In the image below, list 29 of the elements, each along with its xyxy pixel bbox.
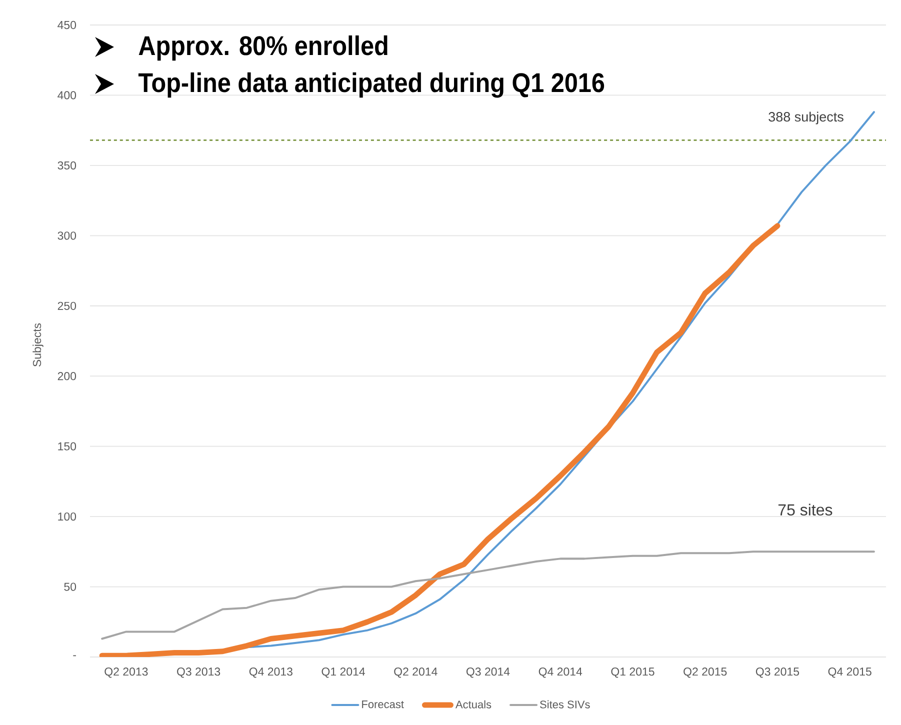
y-tick-label: 400 (58, 91, 76, 100)
x-tick-label: Q4 2014 (538, 668, 582, 678)
y-tick-label: 450 (58, 20, 76, 30)
y-tick-label: 50 (64, 582, 76, 591)
x-tick-label: Q4 2013 (249, 668, 292, 678)
x-tick-label: Q3 2015 (756, 668, 800, 678)
x-tick-label: Q1 2014 (322, 668, 365, 678)
x-tick-label: Q2 2013 (104, 668, 148, 678)
y-axis-title: Subjects (32, 323, 44, 367)
y-tick-label: 200 (58, 372, 76, 380)
x-tick-label: Q3 2014 (466, 668, 510, 678)
x-tick-label: Q2 2015 (684, 668, 727, 678)
annotation: 75 sites (778, 504, 832, 516)
legend-label: Sites SIVs (540, 700, 590, 708)
y-tick-label: 150 (58, 442, 76, 450)
annotation: Top-line data anticipated during Q1 2016 (138, 72, 604, 98)
x-tick-label: Q2 2014 (394, 668, 438, 678)
x-tick-label: Q4 2015 (828, 668, 872, 678)
y-tick-label: 300 (58, 232, 76, 240)
x-tick-label: Q3 2013 (177, 668, 220, 678)
x-tick-label: Q1 2015 (611, 668, 654, 678)
y-tick-label: 350 (58, 161, 76, 170)
annotation: Approx. 80% enrolled (138, 35, 388, 61)
legend-label: Forecast (362, 700, 404, 708)
y-tick-label: - (73, 655, 76, 656)
legend-label: Actuals (455, 700, 492, 708)
y-tick-label: 100 (58, 512, 76, 521)
y-tick-label: 250 (58, 302, 76, 310)
annotation: 388 subjects (768, 112, 844, 124)
